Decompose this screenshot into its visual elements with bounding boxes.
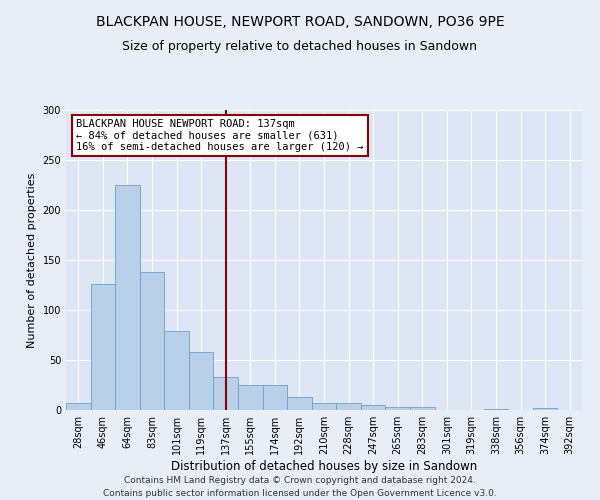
Bar [312,403,336,410]
Bar [214,377,238,410]
Bar [164,331,189,410]
Y-axis label: Number of detached properties: Number of detached properties [27,172,37,348]
Text: Contains HM Land Registry data © Crown copyright and database right 2024.
Contai: Contains HM Land Registry data © Crown c… [103,476,497,498]
Bar [115,185,140,410]
Bar [287,397,312,410]
Bar [533,408,557,410]
Bar [484,409,508,410]
Bar [238,385,263,410]
Bar [336,403,361,410]
Bar [385,407,410,410]
Bar [410,407,434,410]
Bar [66,403,91,410]
Text: BLACKPAN HOUSE, NEWPORT ROAD, SANDOWN, PO36 9PE: BLACKPAN HOUSE, NEWPORT ROAD, SANDOWN, P… [95,15,505,29]
Text: BLACKPAN HOUSE NEWPORT ROAD: 137sqm
← 84% of detached houses are smaller (631)
1: BLACKPAN HOUSE NEWPORT ROAD: 137sqm ← 84… [76,119,364,152]
Bar [189,352,214,410]
Bar [91,284,115,410]
Bar [263,385,287,410]
Bar [140,272,164,410]
X-axis label: Distribution of detached houses by size in Sandown: Distribution of detached houses by size … [171,460,477,473]
Text: Size of property relative to detached houses in Sandown: Size of property relative to detached ho… [122,40,478,53]
Bar [361,405,385,410]
